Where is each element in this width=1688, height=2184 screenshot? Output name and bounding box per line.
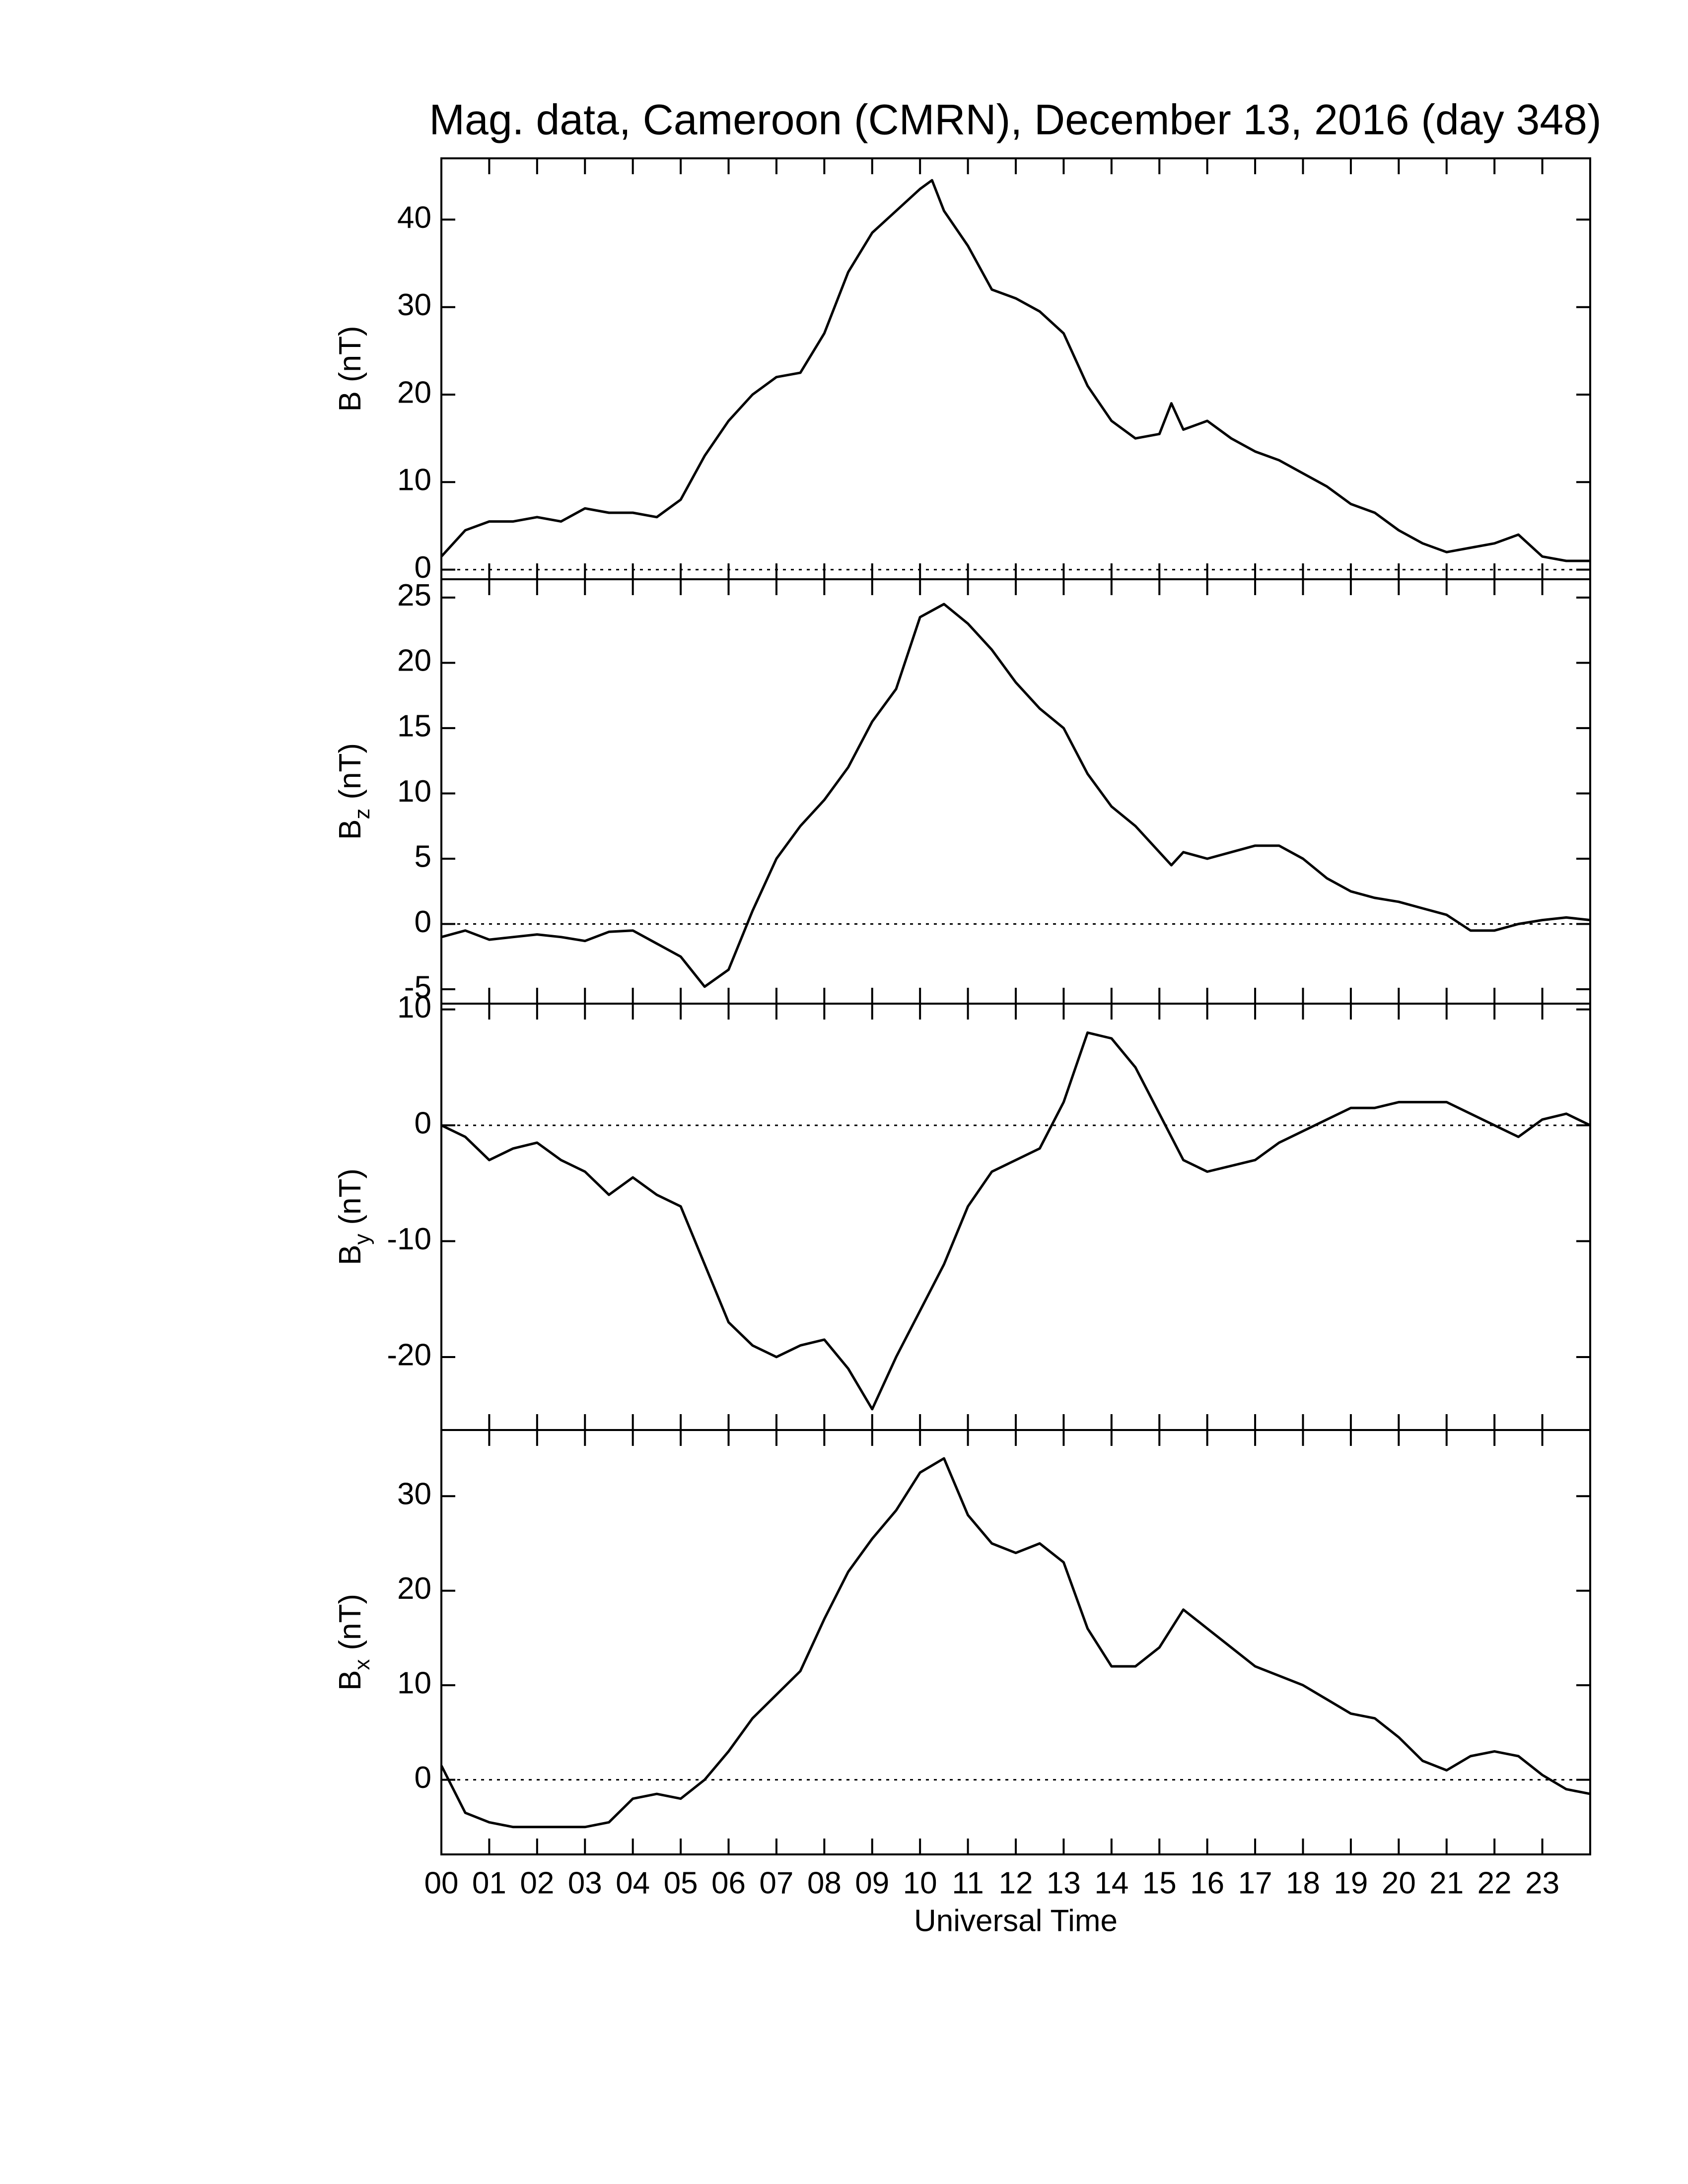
- y-axis-label: Bx (nT): [333, 1594, 374, 1691]
- x-tick-label: 22: [1477, 1866, 1512, 1900]
- x-tick-label: 16: [1190, 1866, 1224, 1900]
- x-tick-label: 11: [952, 1866, 984, 1900]
- x-tick-label: 13: [1047, 1866, 1081, 1900]
- x-tick-label: 19: [1334, 1866, 1368, 1900]
- y-tick-label: 0: [415, 550, 431, 585]
- y-tick-label: 30: [397, 288, 431, 322]
- y-tick-label: 20: [397, 644, 431, 678]
- y-axis-label: Bz (nT): [333, 743, 374, 840]
- x-tick-label: 10: [903, 1866, 937, 1900]
- x-tick-label: 02: [520, 1866, 554, 1900]
- y-tick-label: 15: [397, 709, 431, 743]
- y-label-main: B: [333, 391, 367, 411]
- y-axis-label: By (nT): [333, 1168, 374, 1265]
- x-tick-label: 00: [424, 1866, 459, 1900]
- x-tick-label: 09: [855, 1866, 889, 1900]
- y-tick-label: 10: [397, 990, 431, 1024]
- chart-title: Mag. data, Cameroon (CMRN), December 13,…: [429, 96, 1601, 144]
- y-label-unit: (nT): [333, 1594, 367, 1650]
- x-tick-label: 20: [1382, 1866, 1416, 1900]
- x-axis-label: Universal Time: [914, 1904, 1118, 1938]
- x-tick-label: 14: [1094, 1866, 1128, 1900]
- x-tick-label: 17: [1238, 1866, 1272, 1900]
- x-tick-label: 04: [616, 1866, 650, 1900]
- y-label-unit: (nT): [333, 1168, 367, 1225]
- x-tick-label: 18: [1286, 1866, 1320, 1900]
- y-tick-label: 0: [415, 905, 431, 939]
- y-label-main: B: [333, 1670, 367, 1691]
- y-tick-label: 20: [397, 1571, 431, 1606]
- x-tick-label: 01: [472, 1866, 506, 1900]
- y-label-main: B: [333, 1245, 367, 1265]
- data-line: [440, 1031, 1591, 1411]
- y-axis-label: B (nT): [333, 326, 367, 411]
- data-line: [440, 179, 1590, 562]
- x-tick-label: 08: [807, 1866, 842, 1900]
- x-tick-label: 05: [664, 1866, 698, 1900]
- x-tick-label: 23: [1525, 1866, 1559, 1900]
- y-tick-label: -5: [404, 970, 431, 1004]
- y-label-sub: x: [350, 1659, 374, 1670]
- y-tick-label: 10: [397, 463, 431, 497]
- data-line: [440, 1457, 1591, 1829]
- x-tick-label: 07: [759, 1866, 793, 1900]
- y-tick-label: 0: [415, 1106, 431, 1140]
- y-tick-label: 40: [397, 201, 431, 235]
- y-label-unit: (nT): [333, 326, 367, 382]
- y-tick-label: -10: [387, 1222, 431, 1256]
- y-label-sub: z: [350, 809, 374, 819]
- y-label-main: B: [333, 819, 367, 840]
- y-tick-label: 10: [397, 1666, 431, 1701]
- y-tick-label: 25: [397, 578, 431, 613]
- x-tick-label: 03: [568, 1866, 602, 1900]
- y-tick-label: 30: [397, 1477, 431, 1511]
- data-line: [441, 603, 1591, 988]
- x-tick-label: 06: [711, 1866, 746, 1900]
- y-tick-label: 0: [415, 1761, 431, 1795]
- y-label-unit: (nT): [333, 743, 367, 800]
- x-tick-label: 12: [999, 1866, 1033, 1900]
- y-tick-label: -20: [387, 1338, 431, 1372]
- y-label-sub: y: [350, 1234, 374, 1245]
- y-tick-label: 5: [415, 839, 431, 874]
- y-tick-label: 10: [397, 774, 431, 809]
- plot-frame: [440, 1429, 1591, 1855]
- y-tick-label: 20: [397, 375, 431, 410]
- x-tick-label: 15: [1142, 1866, 1177, 1900]
- x-tick-label: 21: [1429, 1866, 1464, 1900]
